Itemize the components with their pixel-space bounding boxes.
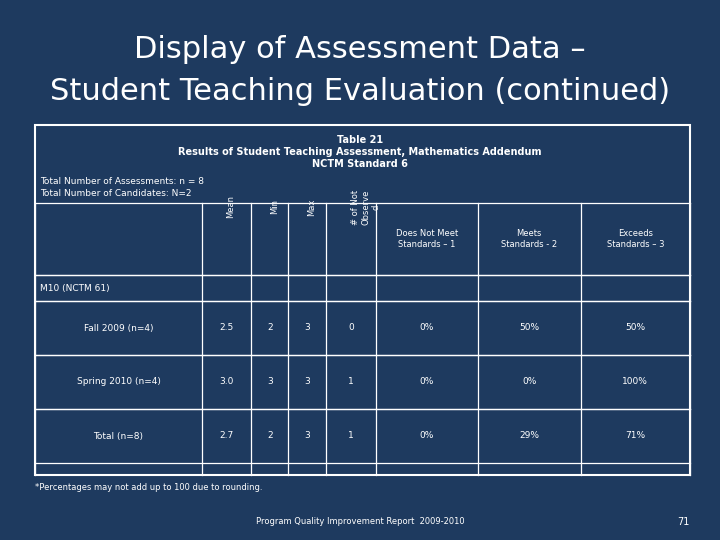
Text: Program Quality Improvement Report  2009-2010: Program Quality Improvement Report 2009-… [256,517,464,526]
Text: Total Number of Candidates: N=2: Total Number of Candidates: N=2 [40,189,192,198]
Text: 0%: 0% [420,377,434,387]
Text: *Percentages may not add up to 100 due to rounding.: *Percentages may not add up to 100 due t… [35,483,263,492]
Text: Student Teaching Evaluation (continued): Student Teaching Evaluation (continued) [50,78,670,106]
Text: Results of Student Teaching Assessment, Mathematics Addendum: Results of Student Teaching Assessment, … [179,147,541,157]
Text: 0%: 0% [420,323,434,333]
Text: 0: 0 [348,323,354,333]
Text: # of Not
Observe
d: # of Not Observe d [351,190,381,225]
Text: Fall 2009 (n=4): Fall 2009 (n=4) [84,323,153,333]
Text: 0%: 0% [420,431,434,441]
Text: 100%: 100% [622,377,648,387]
Text: Max: Max [307,198,316,215]
Text: 2.5: 2.5 [220,323,234,333]
Text: Does Not Meet
Standards – 1: Does Not Meet Standards – 1 [396,230,458,249]
Text: NCTM Standard 6: NCTM Standard 6 [312,159,408,169]
Text: Mean: Mean [227,195,235,219]
Text: 50%: 50% [519,323,539,333]
Text: 3: 3 [267,377,273,387]
Text: Spring 2010 (n=4): Spring 2010 (n=4) [76,377,161,387]
Text: 1: 1 [348,431,354,441]
Text: Exceeds
Standards – 3: Exceeds Standards – 3 [606,230,664,249]
Bar [35,125,690,475]
Text: 71: 71 [678,517,690,527]
Text: 2.7: 2.7 [220,431,234,441]
Text: 3: 3 [305,323,310,333]
Text: 50%: 50% [625,323,645,333]
Text: 3: 3 [305,377,310,387]
Text: 0%: 0% [522,377,536,387]
Text: Meets
Standards - 2: Meets Standards - 2 [501,230,557,249]
Text: 3: 3 [305,431,310,441]
Text: 71%: 71% [625,431,645,441]
Text: M10 (NCTM 61): M10 (NCTM 61) [40,284,109,293]
Text: Min: Min [270,199,279,214]
Text: Display of Assessment Data –: Display of Assessment Data – [134,36,586,64]
Text: 2: 2 [267,323,273,333]
Text: 29%: 29% [519,431,539,441]
Text: 2: 2 [267,431,273,441]
Text: Total (n=8): Total (n=8) [94,431,143,441]
Text: 3.0: 3.0 [220,377,234,387]
Text: 1: 1 [348,377,354,387]
Text: Table 21: Table 21 [337,135,383,145]
Text: Total Number of Assessments: n = 8: Total Number of Assessments: n = 8 [40,177,204,186]
